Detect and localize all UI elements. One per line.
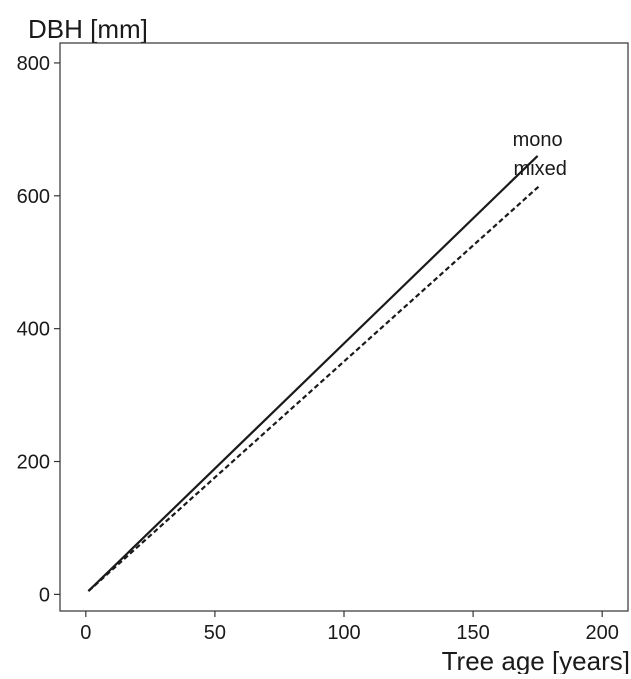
y-tick-label: 200: [17, 452, 50, 474]
series-line-mono: [87, 155, 539, 592]
x-tick-label: 200: [585, 622, 618, 644]
x-tick-label: 0: [80, 622, 91, 644]
y-tick-label: 600: [17, 186, 50, 208]
x-tick-label: 100: [327, 622, 360, 644]
y-tick-label: 800: [17, 53, 50, 75]
x-tick-label: 50: [204, 622, 226, 644]
series-layer: [87, 155, 541, 592]
y-tick-label: 0: [39, 584, 50, 606]
x-tick-label: 150: [456, 622, 489, 644]
y-axis: 0 200 400 600 800: [17, 53, 60, 606]
y-tick-label: 400: [17, 319, 50, 341]
series-label-mono: mono: [513, 129, 563, 151]
x-axis: 0 50 100 150 200: [80, 611, 619, 644]
y-axis-title: DBH [mm]: [28, 14, 148, 44]
series-labels: mono mixed: [513, 129, 567, 180]
series-line-mixed: [87, 184, 541, 592]
x-axis-title: Tree age [years]: [442, 646, 630, 674]
series-label-mixed: mixed: [514, 158, 567, 180]
